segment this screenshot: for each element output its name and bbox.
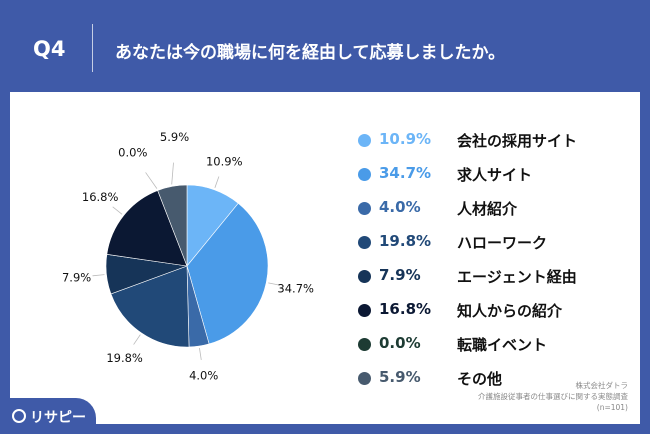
legend-label: エージェント経由	[457, 268, 577, 286]
pie-leader-line	[199, 347, 202, 360]
legend-swatch-icon	[358, 134, 371, 147]
legend-label: 知人からの紹介	[457, 302, 563, 320]
legend-value: 19.8%	[379, 232, 432, 250]
pie-leader-line	[268, 282, 281, 286]
legend-swatch-icon	[358, 236, 371, 249]
pie-slice	[106, 190, 188, 267]
source-note: 株式会社ダトラ 介護施設従事者の仕事選びに関する実態調査 (n=101)	[478, 380, 628, 413]
pie-leader-line	[92, 274, 105, 277]
pie-slice	[186, 202, 269, 345]
pie-data-label: 4.0%	[189, 369, 218, 383]
legend-label: 会社の採用サイト	[457, 132, 578, 150]
legend-swatch-icon	[358, 304, 371, 317]
legend-swatch-icon	[358, 168, 371, 181]
pie-leader-line	[171, 162, 174, 185]
header-divider	[92, 24, 93, 72]
legend-value: 34.7%	[379, 164, 432, 182]
logo-mark-icon	[12, 409, 26, 423]
legend-label: 人材紹介	[457, 200, 518, 218]
brand-logo: リサピー	[0, 398, 96, 434]
pie-data-label: 34.7%	[277, 282, 314, 296]
legend-value: 5.9%	[379, 368, 421, 386]
legend-label: ハローワーク	[457, 234, 548, 252]
legend-label: その他	[457, 370, 503, 388]
source-sample: (n=101)	[596, 403, 628, 412]
pie-data-label: 16.8%	[82, 190, 119, 204]
pie-data-label: 10.9%	[206, 154, 243, 168]
pie-leader-line	[133, 334, 141, 345]
question-text: あなたは今の職場に何を経由して応募しましたか。	[115, 43, 506, 63]
logo-text: リサピー	[30, 410, 86, 426]
pie-data-label: 7.9%	[62, 270, 91, 284]
source-company: 株式会社ダトラ	[575, 381, 629, 390]
pie-data-label: 5.9%	[160, 130, 189, 144]
pie-leader-line	[214, 176, 220, 188]
legend-swatch-icon	[358, 270, 371, 283]
source-survey: 介護施設従事者の仕事選びに関する実態調査	[478, 392, 628, 401]
pie-data-label: 0.0%	[118, 146, 147, 160]
question-label: Q4	[33, 37, 66, 61]
legend-swatch-icon	[358, 372, 371, 385]
legend-value: 0.0%	[379, 334, 421, 352]
legend-value: 16.8%	[379, 300, 432, 318]
pie-leader-line	[112, 206, 123, 215]
legend-label: 求人サイト	[457, 166, 533, 184]
legend-value: 7.9%	[379, 266, 421, 284]
pie-data-label: 19.8%	[106, 351, 143, 365]
header: Q4 あなたは今の職場に何を経由して応募しましたか。	[0, 0, 650, 92]
legend-swatch-icon	[358, 202, 371, 215]
pie-slice	[110, 265, 190, 348]
chart-panel: 10.9% 34.7% 4.0% 19.8% 7.9% 16.8% 0.0% 5.9% 10.…	[10, 92, 640, 424]
pie-leader-line	[145, 172, 158, 189]
pie-chart: 10.9% 34.7% 4.0% 19.8% 7.9% 16.8% 0.0% 5.9%	[62, 130, 314, 383]
pie-slice	[157, 184, 188, 267]
legend-value: 10.9%	[379, 130, 432, 148]
legend-swatch-icon	[358, 338, 371, 351]
legend-label: 転職イベント	[457, 336, 548, 354]
legend-value: 4.0%	[379, 198, 421, 216]
